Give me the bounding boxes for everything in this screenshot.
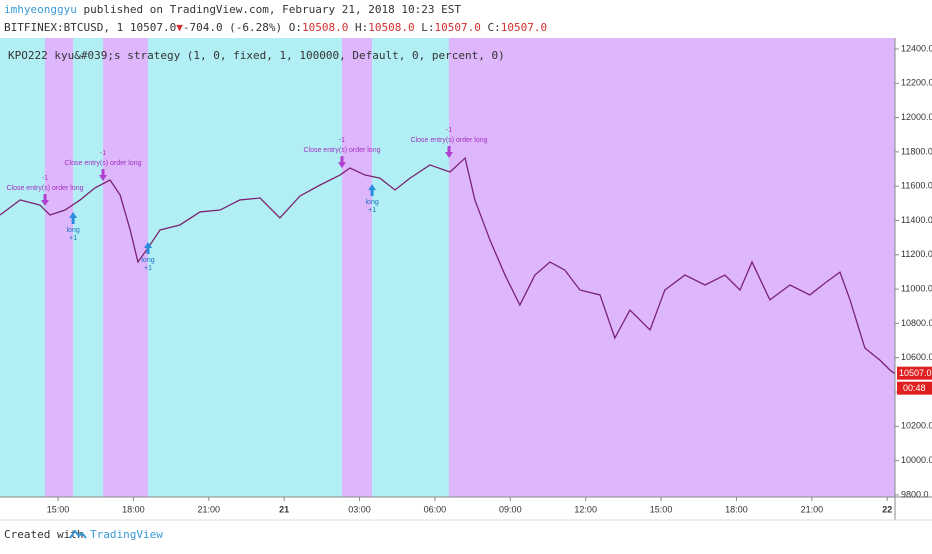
- y-tick-label: 11600.0: [901, 181, 932, 191]
- exit-arrow: [40, 193, 49, 206]
- y-tick-label: 12200.0: [901, 78, 932, 88]
- background-band: [0, 38, 45, 497]
- exit-label: Close entry(s) order long: [303, 147, 380, 154]
- exit-qty: -1: [339, 137, 345, 144]
- x-tick-label: 15:00: [47, 504, 70, 514]
- exit-qty: -1: [100, 150, 106, 157]
- entry-label: long: [141, 257, 154, 264]
- entry-arrow: [368, 184, 377, 197]
- y-tick-label: 10200.0: [901, 421, 932, 431]
- high-label: H:: [355, 21, 368, 34]
- entry-qty: +1: [368, 207, 376, 214]
- entry-arrow: [143, 242, 152, 255]
- x-tick-label: 03:00: [348, 504, 371, 514]
- open-label: O:: [289, 21, 302, 34]
- background-band: [103, 38, 148, 497]
- y-tick-label: 10000.0: [901, 455, 932, 465]
- brand-logo: [69, 529, 87, 539]
- y-tick-label: 12400.0: [901, 43, 932, 53]
- down-arrow: ▼: [176, 21, 183, 34]
- x-tick-label: 18:00: [122, 504, 145, 514]
- exit-label: Close entry(s) order long: [65, 160, 142, 167]
- last-price-label: 10507.0: [899, 368, 932, 378]
- background-band: [341, 38, 373, 497]
- x-tick-label: 06:00: [424, 504, 447, 514]
- y-tick-label: 10800.0: [901, 318, 932, 328]
- exit-qty: -1: [446, 127, 452, 134]
- exit-arrow: [337, 156, 346, 169]
- entry-label: long: [67, 227, 80, 234]
- background-band: [147, 38, 342, 497]
- low: 10507.0: [435, 21, 481, 34]
- entry-qty: +1: [69, 235, 77, 242]
- strategy-label: KPO222 kyu&#039;s strategy (1, 0, fixed,…: [8, 49, 505, 62]
- y-tick-label: 11400.0: [901, 215, 932, 225]
- background-band: [372, 38, 450, 497]
- x-tick-label: 22: [882, 504, 892, 514]
- x-tick-label: 21: [279, 504, 289, 514]
- footer-created: Created with: [4, 528, 83, 541]
- symbol: BITFINEX:BTCUSD, 1: [4, 21, 123, 34]
- countdown-box: [897, 381, 932, 395]
- author[interactable]: imhyeonggyu: [4, 3, 77, 16]
- exit-arrow: [445, 145, 454, 158]
- background-band: [449, 38, 895, 497]
- close-label: C:: [488, 21, 501, 34]
- countdown-label: 00:48: [903, 383, 926, 393]
- background-band: [73, 38, 104, 497]
- price-line: [0, 156, 896, 375]
- open: 10508.0: [302, 21, 348, 34]
- symbol-line: BITFINEX:BTCUSD, 1 10507.0▼-704.0 (-6.28…: [4, 21, 547, 34]
- footer-brand[interactable]: TradingView: [90, 528, 163, 541]
- last: 10507.0: [130, 21, 176, 34]
- y-tick-label: 9800.0: [901, 489, 929, 499]
- header-line: imhyeonggyu published on TradingView.com…: [4, 3, 461, 16]
- x-tick-label: 12:00: [574, 504, 597, 514]
- change: -704.0 (-6.28%): [183, 21, 282, 34]
- x-tick-label: 21:00: [198, 504, 221, 514]
- y-tick-label: 11200.0: [901, 249, 932, 259]
- x-tick-label: 15:00: [650, 504, 673, 514]
- background-band: [44, 38, 74, 497]
- x-tick-label: 21:00: [801, 504, 824, 514]
- entry-label: long: [366, 199, 379, 206]
- high: 10508.0: [368, 21, 414, 34]
- published: published on TradingView.com, February 2…: [83, 3, 461, 16]
- y-tick-label: 10600.0: [901, 352, 932, 362]
- exit-arrow: [99, 168, 108, 181]
- y-tick-label: 12000.0: [901, 112, 932, 122]
- last-price-box: [897, 366, 932, 380]
- x-tick-label: 09:00: [499, 504, 522, 514]
- y-tick-label: 11800.0: [901, 146, 932, 156]
- entry-arrow: [69, 212, 78, 225]
- exit-label: Close entry(s) order long: [410, 137, 487, 144]
- exit-label: Close entry(s) order long: [6, 185, 83, 192]
- exit-qty: -1: [42, 175, 48, 182]
- entry-qty: +1: [144, 265, 152, 272]
- y-tick-label: 11000.0: [901, 283, 932, 293]
- x-tick-label: 18:00: [725, 504, 748, 514]
- low-label: L:: [421, 21, 434, 34]
- close: 10507.0: [501, 21, 547, 34]
